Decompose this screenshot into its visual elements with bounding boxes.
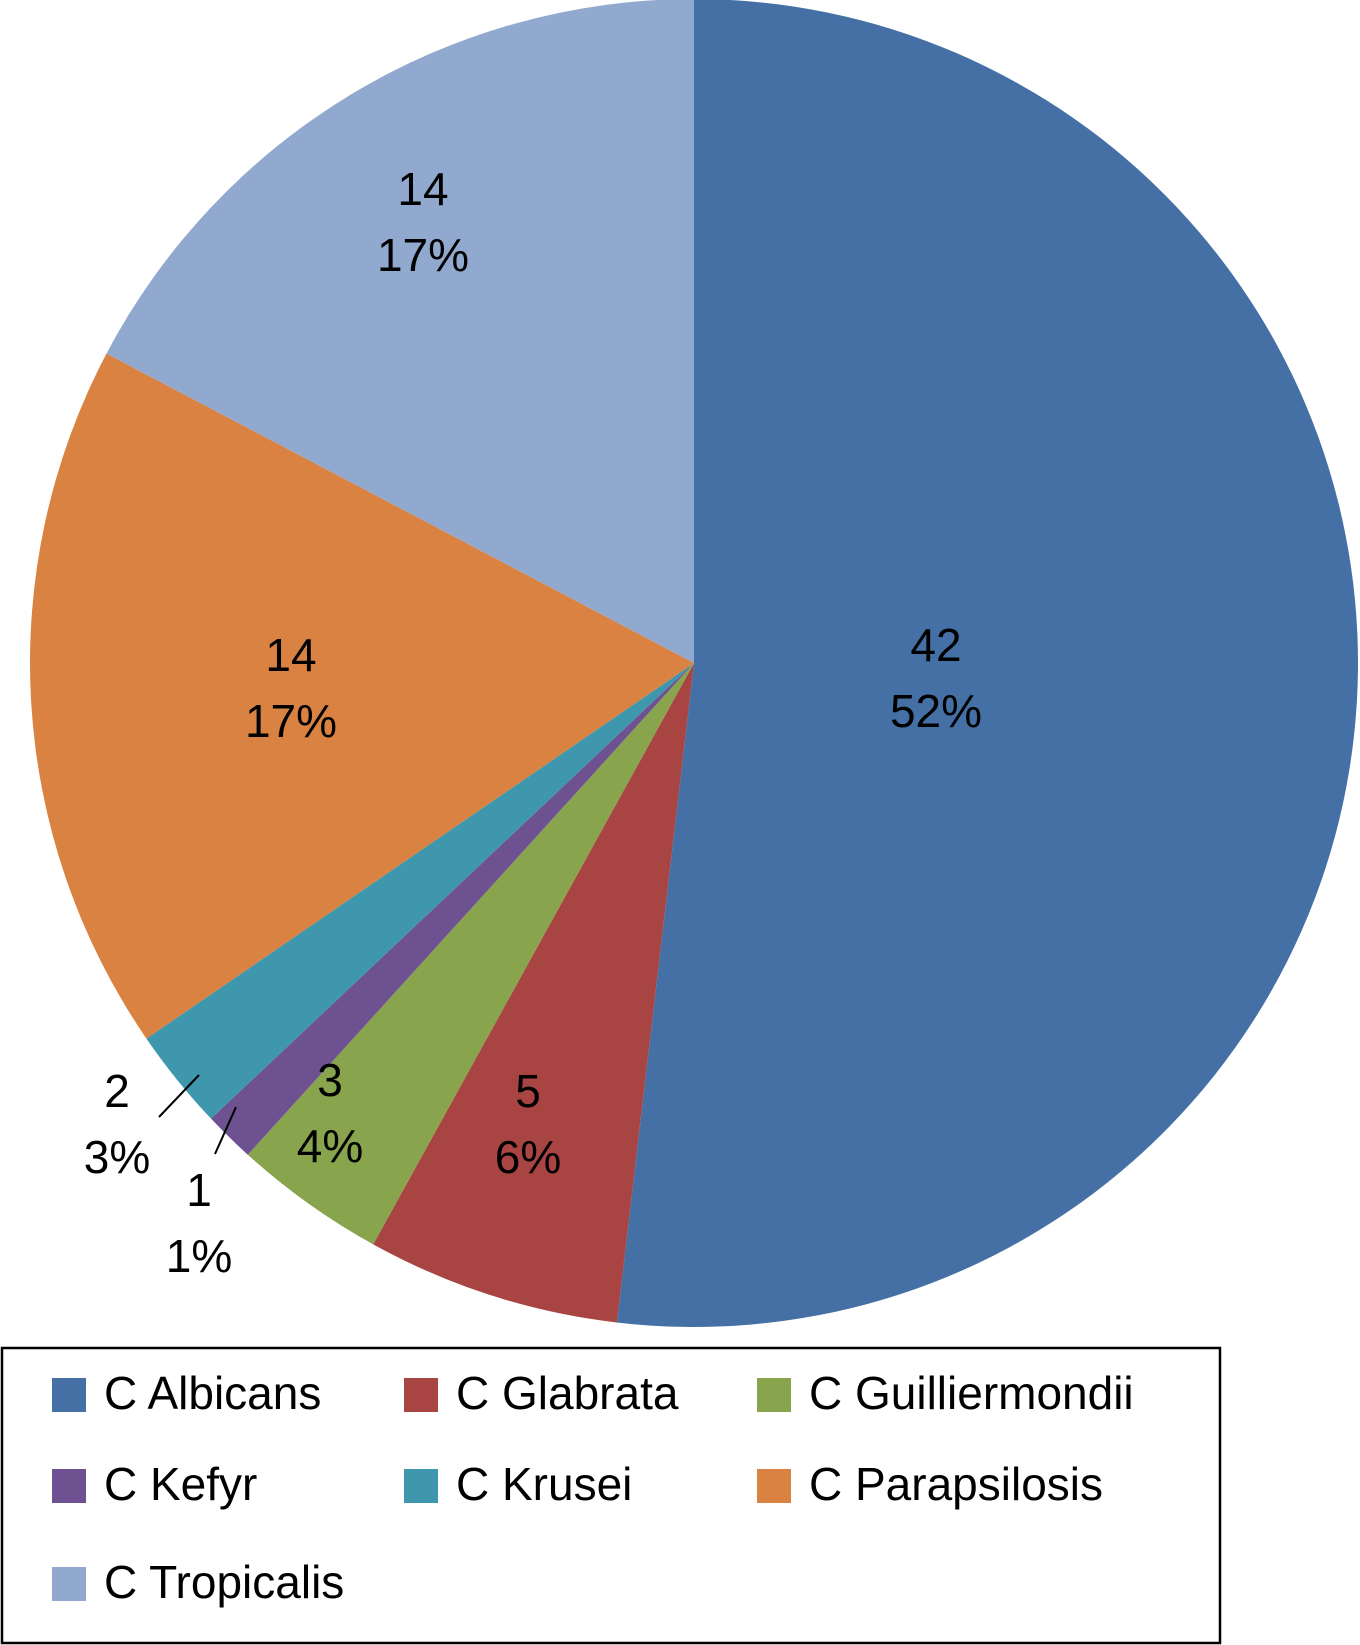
legend-label: C Tropicalis bbox=[104, 1556, 344, 1608]
pie-slice bbox=[29, 353, 694, 1039]
data-label-percent: 3% bbox=[84, 1131, 150, 1183]
leader-line bbox=[214, 1106, 237, 1155]
legend-label: C Guilliermondii bbox=[809, 1367, 1134, 1419]
data-label-percent: 17% bbox=[245, 695, 337, 747]
legend-swatch bbox=[52, 1567, 86, 1601]
pie-slice bbox=[106, 0, 694, 663]
pie-slice bbox=[247, 663, 694, 1245]
data-label: 3 bbox=[317, 1054, 343, 1106]
legend-label: C Albicans bbox=[104, 1367, 321, 1419]
legend-label: C Kefyr bbox=[104, 1458, 257, 1510]
legend-swatch bbox=[52, 1378, 86, 1412]
data-label-percent: 4% bbox=[297, 1120, 363, 1172]
data-label: 14 bbox=[397, 163, 448, 215]
legend-box bbox=[0, 1346, 1222, 1645]
data-label-percent: 52% bbox=[890, 685, 982, 737]
pie-slice bbox=[373, 663, 694, 1323]
data-label-percent: 6% bbox=[495, 1131, 561, 1183]
legend-label: C Glabrata bbox=[456, 1367, 679, 1419]
legend-swatch bbox=[404, 1469, 438, 1503]
legend-swatch bbox=[404, 1378, 438, 1412]
data-label-percent: 17% bbox=[377, 229, 469, 281]
leader-line bbox=[158, 1074, 200, 1118]
data-label: 1 bbox=[186, 1164, 212, 1216]
data-label: 14 bbox=[265, 629, 316, 681]
legend-label: C Krusei bbox=[456, 1458, 632, 1510]
legend-swatch bbox=[757, 1378, 791, 1412]
pie-slice bbox=[211, 663, 694, 1155]
data-label-percent: 1% bbox=[166, 1230, 232, 1282]
pie-slice bbox=[146, 663, 695, 1119]
data-label: 2 bbox=[104, 1065, 130, 1117]
legend-swatch bbox=[52, 1469, 86, 1503]
data-label: 42 bbox=[910, 619, 961, 671]
data-label: 5 bbox=[515, 1065, 541, 1117]
pie-slice bbox=[616, 0, 1358, 1327]
legend-label: C Parapsilosis bbox=[809, 1458, 1103, 1510]
legend-swatch bbox=[757, 1469, 791, 1503]
